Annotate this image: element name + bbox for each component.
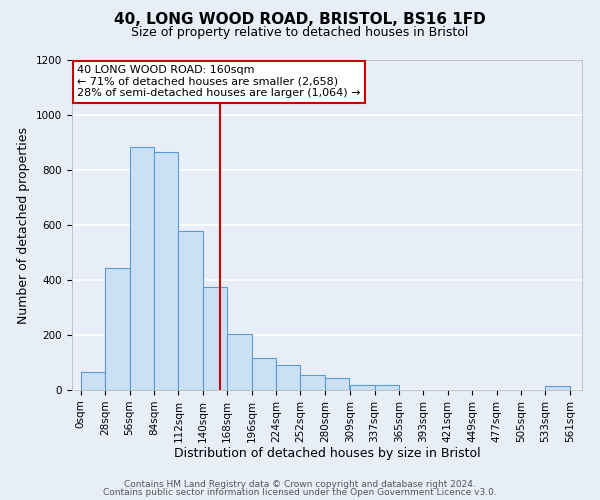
- Bar: [301, 375, 325, 390]
- Bar: [81, 372, 105, 390]
- Bar: [130, 146, 154, 390]
- Text: 40 LONG WOOD ROAD: 160sqm
← 71% of detached houses are smaller (2,658)
28% of se: 40 LONG WOOD ROAD: 160sqm ← 71% of detac…: [77, 65, 361, 98]
- Bar: [276, 365, 301, 390]
- Text: 40, LONG WOOD ROAD, BRISTOL, BS16 1FD: 40, LONG WOOD ROAD, BRISTOL, BS16 1FD: [114, 12, 486, 28]
- Text: Size of property relative to detached houses in Bristol: Size of property relative to detached ho…: [131, 26, 469, 39]
- Bar: [251, 358, 276, 390]
- Bar: [105, 268, 130, 390]
- Bar: [227, 334, 251, 390]
- Text: Contains HM Land Registry data © Crown copyright and database right 2024.: Contains HM Land Registry data © Crown c…: [124, 480, 476, 489]
- Bar: [350, 384, 374, 390]
- Text: Contains public sector information licensed under the Open Government Licence v3: Contains public sector information licen…: [103, 488, 497, 497]
- X-axis label: Distribution of detached houses by size in Bristol: Distribution of detached houses by size …: [173, 448, 481, 460]
- Y-axis label: Number of detached properties: Number of detached properties: [17, 126, 31, 324]
- Bar: [203, 287, 227, 390]
- Bar: [545, 386, 570, 390]
- Bar: [374, 385, 399, 390]
- Bar: [154, 152, 178, 390]
- Bar: [325, 378, 349, 390]
- Bar: [178, 230, 203, 390]
